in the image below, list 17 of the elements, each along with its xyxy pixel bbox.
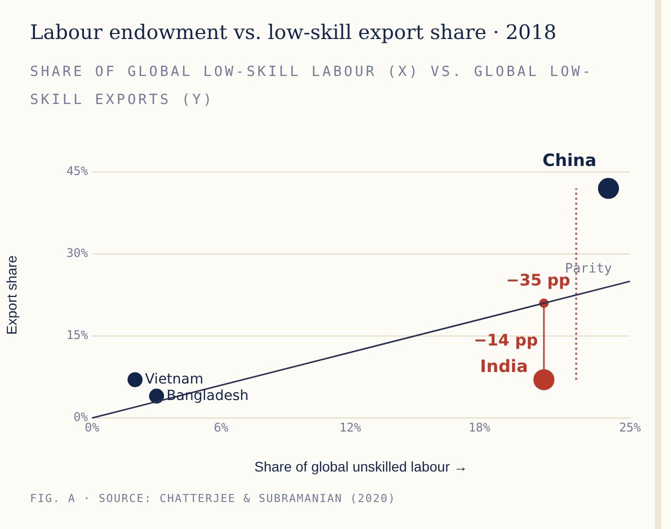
series-label: China bbox=[542, 150, 596, 171]
chart-title: Labour endowment vs. low-skill export share · 2018 bbox=[30, 20, 556, 44]
x-tick-label: 12% bbox=[339, 420, 362, 434]
y-tick-label: 45% bbox=[66, 164, 89, 178]
series-label: India bbox=[480, 357, 528, 378]
x-tick-label: 18% bbox=[468, 420, 491, 434]
y-tick-label: 15% bbox=[66, 328, 89, 342]
x-tick-label: 0% bbox=[84, 420, 100, 434]
text: FIG. A · SOURCE: CHATTERJEE & SUBRAMANIAN (2020) bbox=[30, 492, 396, 505]
annotation: −14 pp bbox=[474, 330, 538, 350]
x-axis-title: Share of global unskilled labour → bbox=[254, 458, 468, 474]
x-tick-label: 6% bbox=[214, 420, 230, 434]
series-label: Vietnam bbox=[145, 371, 204, 388]
y-tick-label: 30% bbox=[66, 246, 89, 260]
chart-subtitle: SHARE OF GLOBAL LOW-SKILL LABOUR (X) VS. GLOBAL LOW-SKILL EXPORTS (Y) bbox=[30, 63, 594, 110]
y-axis-title: Export share bbox=[3, 255, 20, 335]
x-tick-label: 25% bbox=[619, 420, 642, 434]
